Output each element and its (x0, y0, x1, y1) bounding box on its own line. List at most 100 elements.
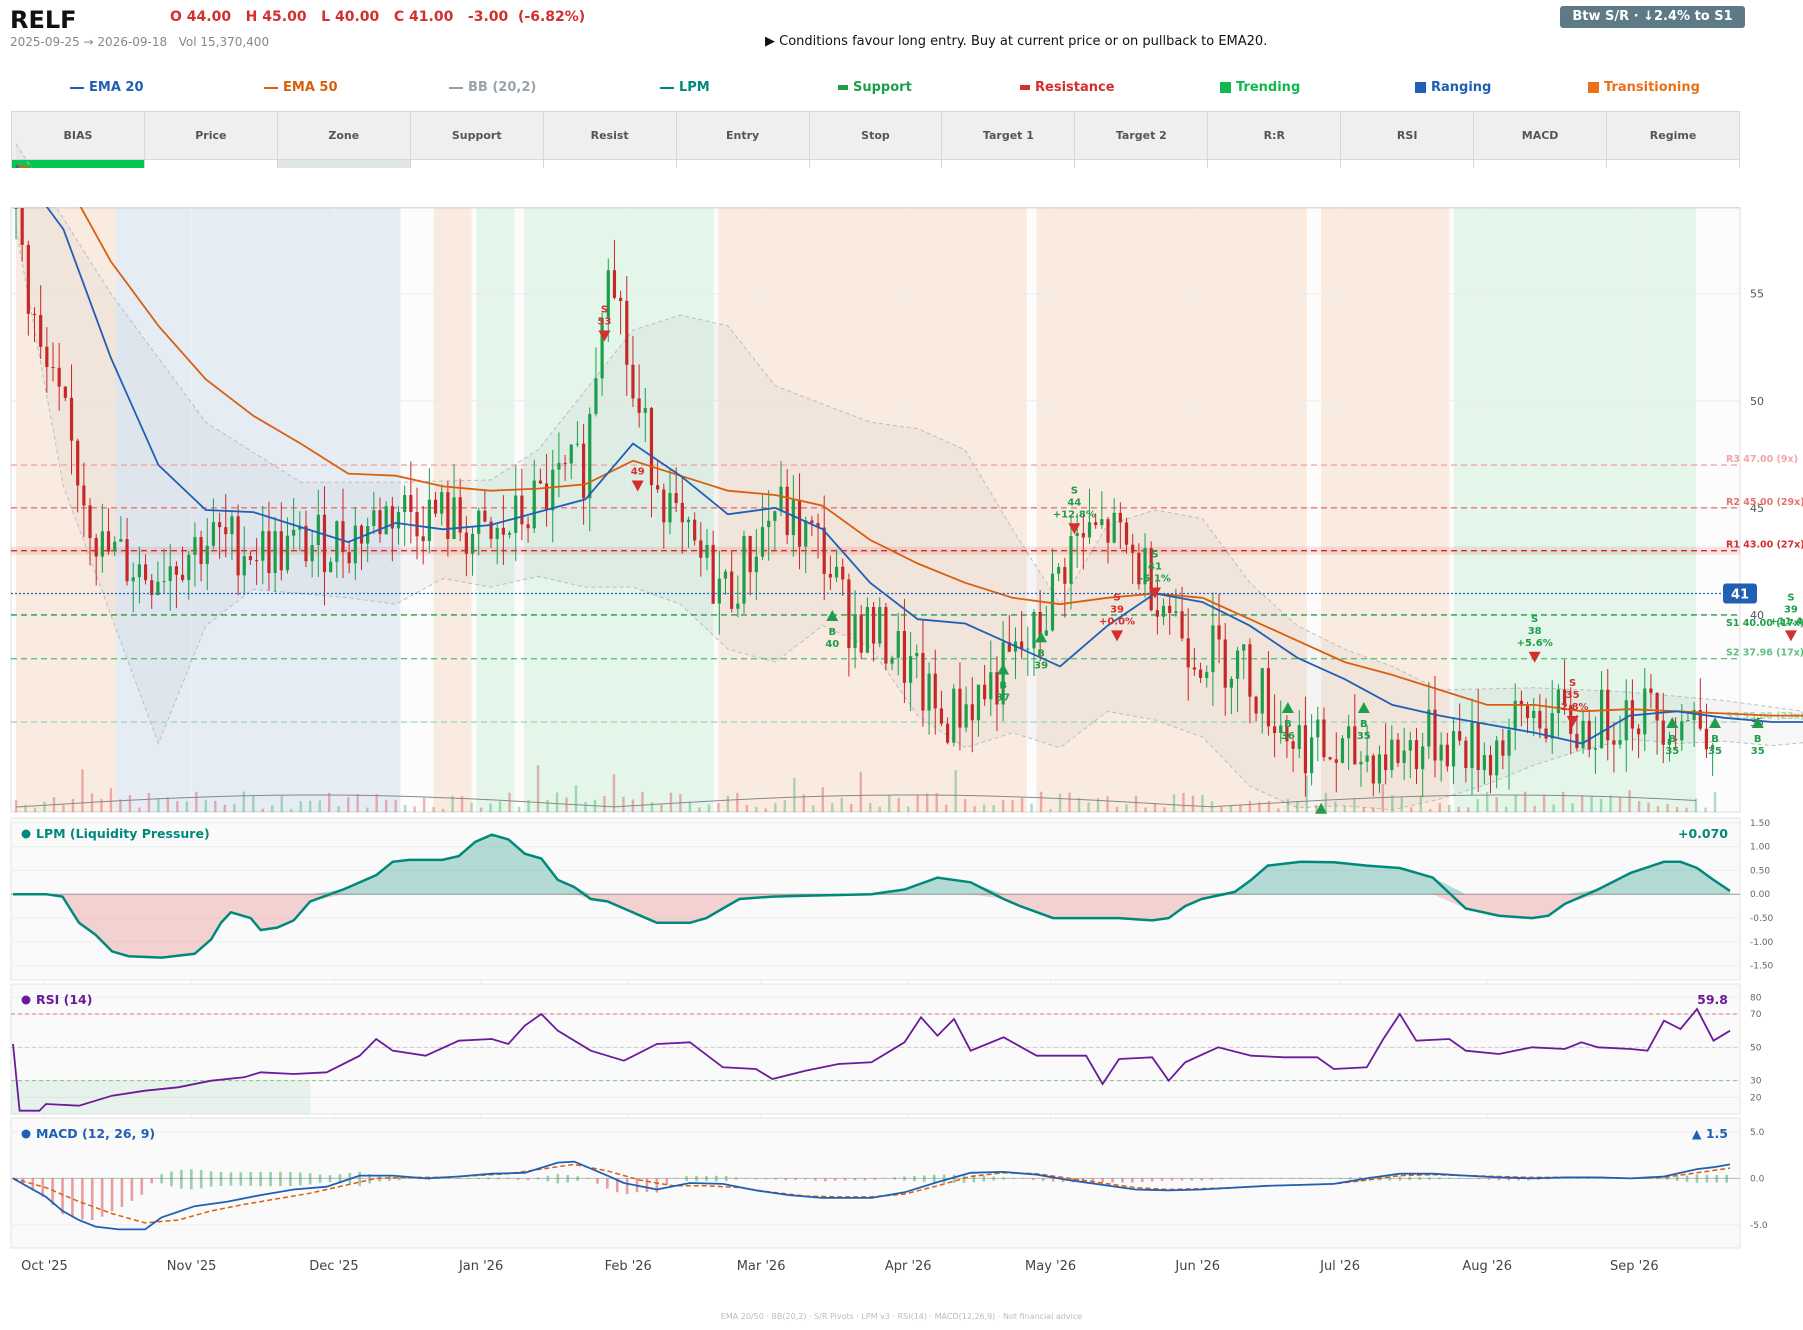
macd-histogram-bar (1527, 1178, 1530, 1181)
macd-histogram-bar (1685, 1175, 1689, 1182)
macd-histogram-bar (1695, 1174, 1699, 1183)
sell-marker-label: 53 (598, 317, 612, 328)
buy-marker-label: B (1284, 719, 1292, 730)
candle-body (890, 657, 894, 664)
buy-marker-label: 35 (1751, 746, 1765, 757)
ema20-line (15, 164, 1803, 745)
legend-ema20[interactable]: EMA 20 (70, 80, 144, 95)
volume-bar (337, 806, 340, 812)
rsi-tick-label: 20 (1750, 1093, 1762, 1103)
volume-bar (1087, 802, 1090, 812)
macd-histogram-bar (1517, 1178, 1520, 1181)
candle-body (921, 652, 925, 711)
volume-bar (574, 785, 578, 812)
macd-histogram-bar (229, 1172, 233, 1186)
macd-histogram-bar (1180, 1178, 1184, 1181)
volume-bar (555, 792, 559, 812)
buy-marker-icon (1666, 717, 1679, 729)
candle-body (927, 673, 931, 711)
legend-ema50[interactable]: EMA 50 (264, 80, 338, 95)
volume-bar (365, 807, 369, 812)
x-tick-label: Jun '26 (1174, 1259, 1220, 1274)
volume-bar (489, 803, 492, 812)
volume-bar (119, 799, 122, 812)
th-target2: Target 2 (1074, 111, 1209, 160)
candle-body (1124, 522, 1129, 545)
macd-histogram-bar (1448, 1177, 1451, 1179)
candle-body (1235, 650, 1240, 679)
candle-body (822, 527, 826, 575)
volume-bar (755, 806, 758, 812)
legend-support[interactable]: Support (838, 80, 912, 95)
candle-body (390, 506, 394, 529)
volume-bar (71, 798, 75, 812)
macd-histogram-bar (249, 1172, 253, 1186)
legend-label: Resistance (1035, 80, 1115, 95)
candle-body (1606, 689, 1610, 741)
macd-histogram-bar (744, 1178, 748, 1179)
candle-body (273, 531, 277, 574)
price-tick-label: 45 (1750, 502, 1764, 515)
bb-fill (16, 143, 1803, 810)
legend-label: Ranging (1431, 80, 1492, 95)
macd-histogram-bar (199, 1170, 203, 1189)
candle-body (569, 444, 573, 464)
macd-histogram-bar (1220, 1178, 1223, 1180)
legend-lpm[interactable]: LPM (660, 80, 710, 95)
volume-bar (641, 791, 644, 812)
candle-body (236, 516, 240, 576)
price-pane (10, 207, 1741, 813)
candle-body (409, 495, 413, 513)
macd-histogram-bar (814, 1178, 817, 1181)
sell-marker-label: S (601, 305, 608, 316)
legend-trending[interactable]: Trending (1220, 80, 1300, 95)
macd-histogram-bar (903, 1176, 906, 1181)
candle-body (88, 505, 92, 539)
candle-body (1692, 710, 1696, 721)
macd-histogram-bar (1002, 1177, 1005, 1180)
macd-histogram-bar (863, 1178, 867, 1181)
candle-body (57, 367, 61, 387)
sell-marker-label: +5.6% (1517, 638, 1553, 649)
volume-bar (1552, 804, 1555, 812)
sell-marker-label: 44 (1067, 497, 1081, 508)
candle-body (1026, 648, 1030, 650)
candle-body (612, 270, 617, 298)
volume-bar (1058, 793, 1062, 812)
candle-body (865, 606, 869, 653)
candle-body (131, 577, 135, 582)
candle-body (76, 440, 80, 486)
x-tick-label: Apr '26 (885, 1259, 932, 1274)
volume-bar (1229, 804, 1233, 812)
candle-body (1057, 567, 1061, 574)
legend-transitioning[interactable]: Transitioning (1588, 80, 1700, 95)
candle-body (180, 574, 185, 580)
candle-body (304, 525, 308, 562)
candle-body (859, 614, 863, 653)
sell-marker-label: -5.1% (1139, 574, 1171, 585)
candle-body (119, 539, 123, 542)
volume-bar (1115, 806, 1119, 812)
candle-body (1328, 757, 1332, 760)
macd-histogram-bar (516, 1178, 520, 1180)
macd-histogram-bar (982, 1175, 986, 1182)
volume-bar (1172, 794, 1176, 812)
volume-bar (1467, 807, 1470, 812)
candle-body (150, 580, 154, 596)
candle-body (1365, 755, 1369, 762)
legend-bb[interactable]: BB (20,2) (449, 80, 536, 95)
candle-body (711, 544, 715, 604)
legend-ranging[interactable]: Ranging (1415, 80, 1491, 95)
macd-tick-label: -5.0 (1750, 1221, 1768, 1231)
macd-histogram-bar (1269, 1178, 1273, 1179)
candle-body (1525, 705, 1530, 719)
legend-resistance[interactable]: Resistance (1020, 80, 1115, 95)
macd-histogram-bar (1022, 1178, 1025, 1179)
sell-marker-label: 41 (1148, 562, 1162, 573)
bar-swatch-icon (838, 85, 848, 90)
candle-body (14, 208, 18, 209)
rsi-tick-label: 80 (1750, 993, 1762, 1003)
candle-body (1587, 720, 1591, 750)
macd-histogram-bar (259, 1171, 262, 1187)
volume-bar (897, 798, 900, 812)
